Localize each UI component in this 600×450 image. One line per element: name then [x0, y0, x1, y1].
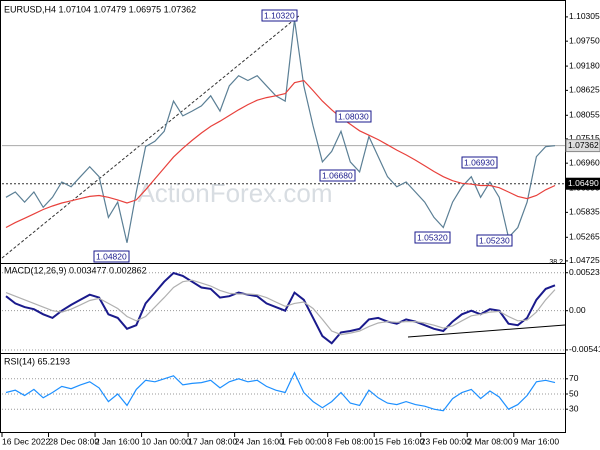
y-tick-label: 1.07515	[569, 133, 600, 143]
y-tick-label: 1.08055	[569, 110, 600, 120]
series-line	[5, 271, 556, 345]
trend-line	[407, 324, 566, 338]
y-tick-label: 1.10305	[569, 11, 600, 21]
y-tick-label: 1.09180	[569, 60, 600, 70]
x-tick-label: 24 Jan 16:00	[235, 436, 284, 446]
level-label: 1.06490	[568, 178, 599, 188]
y-tick-label: 0.005236	[569, 267, 600, 277]
y-tick-label: 1.04725	[569, 255, 600, 265]
level-box	[566, 177, 600, 190]
y-tick-label: 30	[569, 403, 579, 413]
price-annotation-box	[414, 231, 451, 244]
x-tick-label: 28 Dec 08:00	[49, 436, 100, 446]
price-annotation: 1.08030	[338, 111, 369, 121]
x-tick-label: 9 Mar 16:00	[514, 436, 560, 446]
series-line	[5, 79, 556, 229]
series-line	[5, 371, 556, 412]
x-tick-label: 10 Jan 00:00	[142, 436, 191, 446]
x-tick-label: 2 Mar 08:00	[467, 436, 513, 446]
y-tick-label: 1.05835	[569, 207, 600, 217]
y-tick-label: 1.05265	[569, 232, 600, 242]
x-tick-label: 15 Feb 16:00	[374, 436, 424, 446]
price-annotation-box	[476, 234, 513, 247]
current-price-label: 1.07362	[568, 140, 599, 150]
x-tick-label: 16 Dec 2022	[2, 436, 50, 446]
price-annotation-box	[93, 250, 130, 263]
price-annotation-box	[335, 110, 372, 123]
price-annotation: 1.06930	[464, 157, 495, 167]
current-price-box	[565, 139, 600, 153]
y-tick-label: 1.09750	[569, 35, 600, 45]
series-line	[5, 279, 556, 336]
watermark: ActionForex.com	[137, 178, 332, 208]
panel-title: MACD(12,26,9) 0.003477 0.002862	[4, 265, 147, 275]
y-tick-label: 0.00	[569, 305, 586, 315]
price-annotation: 1.04820	[96, 251, 127, 261]
fib-label: 38.2	[549, 259, 563, 266]
y-tick-label: -0.005416	[569, 344, 600, 354]
plot-frame	[0, 0, 566, 433]
trend-line	[1, 14, 301, 259]
panel-title: RSI(14) 65.2193	[4, 356, 70, 366]
x-tick-label: 8 Feb 08:00	[328, 436, 374, 446]
price-annotation-box	[261, 9, 298, 22]
price-annotation: 1.06680	[322, 170, 353, 180]
x-tick-label: 2 Jan 16:00	[95, 436, 140, 446]
panel-title: EURUSD,H4 1.07104 1.07479 1.06975 1.0736…	[4, 4, 196, 14]
x-tick-label: 17 Jan 08:00	[188, 436, 237, 446]
x-tick-label: 1 Feb 00:00	[281, 436, 327, 446]
series-line	[5, 19, 556, 243]
price-annotation: 1.05230	[479, 235, 510, 245]
y-tick-label: 1.06960	[569, 157, 600, 167]
price-annotation: 1.10320	[264, 10, 295, 20]
price-annotation-box	[461, 156, 498, 169]
price-annotation-box	[319, 169, 356, 182]
y-tick-label: 70	[569, 373, 579, 383]
y-tick-label: 50	[569, 388, 579, 398]
y-tick-label: 1.08625	[569, 85, 600, 95]
x-tick-label: 23 Feb 00:00	[421, 436, 471, 446]
price-annotation: 1.05320	[417, 232, 448, 242]
